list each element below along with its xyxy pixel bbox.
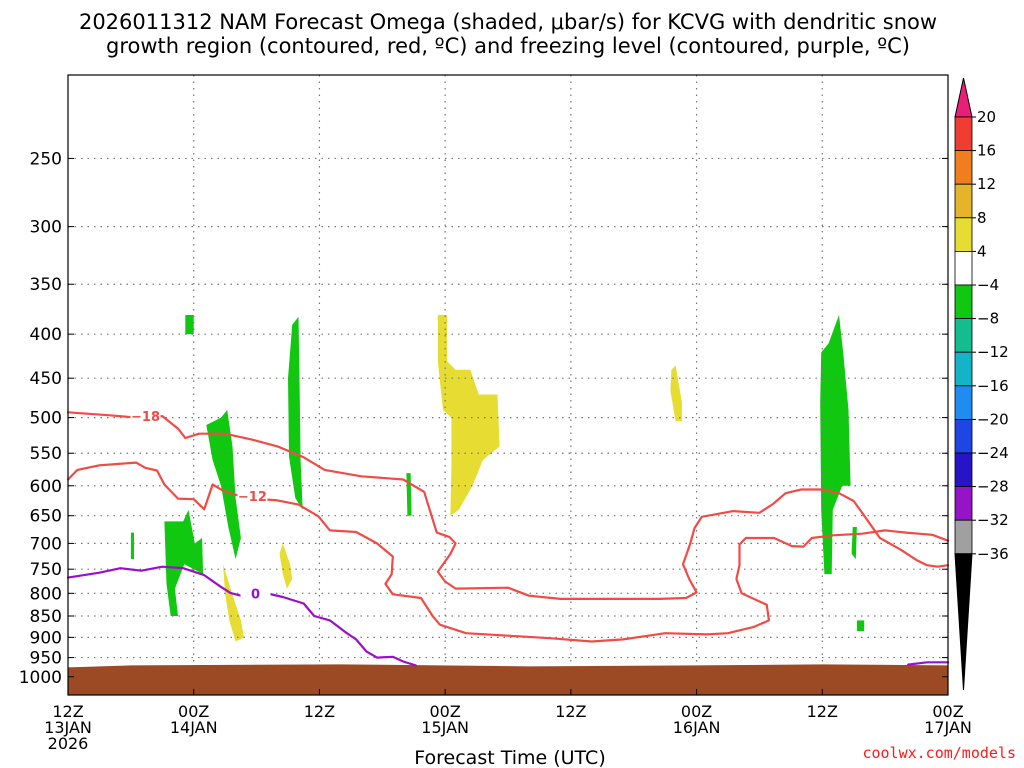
y-tick-label-850: 850 — [30, 607, 62, 627]
colorbar-legend: 20 16 12 8 4 −4 −8 −12 −16 −20 −24 −28 −32 −36 — [954, 77, 1009, 691]
contour-label-dgz_upper_-18: −18 — [131, 410, 160, 425]
ground-terrain — [68, 664, 948, 695]
colorbar-label-3: 8 — [977, 209, 987, 227]
colorbar-swatch-7 — [954, 318, 973, 353]
colorbar-label-5: −4 — [977, 276, 999, 294]
credit-text: coolwx.com/models — [862, 744, 1016, 762]
plot-background — [68, 75, 948, 695]
plot-area: −18 −12 0 — [66, 74, 950, 696]
colorbar-label-9: −20 — [977, 410, 1009, 428]
x-tick-label-0-0: 12Z — [52, 702, 83, 721]
y-tick-label-350: 350 — [30, 275, 62, 295]
colorbar-swatch-8 — [954, 351, 973, 387]
y-tick-label-700: 700 — [30, 534, 62, 554]
x-tick-label-60-0: 00Z — [681, 702, 712, 721]
colorbar-swatch-4 — [954, 217, 973, 252]
colorbar-label-11: −28 — [977, 478, 1009, 496]
colorbar-swatch-6 — [954, 284, 973, 319]
omega-shade-2 — [206, 410, 241, 560]
omega-shade-8 — [856, 620, 865, 632]
y-tick-label-300: 300 — [30, 218, 62, 238]
colorbar-swatch-13 — [954, 519, 973, 555]
y-tick-label-650: 650 — [30, 507, 62, 527]
colorbar-label-7: −12 — [977, 343, 1009, 361]
colorbar-swatch-5 — [954, 250, 973, 286]
contour-label-bg-dgz_upper_-18 — [130, 408, 161, 425]
x-tick-label-72-0: 12Z — [807, 702, 838, 721]
y-tick-label-600: 600 — [30, 477, 62, 497]
plot-frame — [67, 74, 949, 696]
y-tick-label-900: 900 — [30, 628, 62, 648]
contour-label-freezing_0: 0 — [251, 587, 260, 602]
contour-label-bg-freezing_0 — [240, 585, 271, 602]
x-tick-label-24-0: 12Z — [304, 702, 335, 721]
colorbar-swatch-2 — [954, 150, 973, 185]
y-tick-label-750: 750 — [30, 560, 62, 580]
x-tick-label-12-1: 14JAN — [170, 718, 218, 737]
colorbar-swatch-3 — [954, 183, 973, 219]
colorbar-swatch-9 — [954, 385, 973, 420]
omega-shade-4 — [130, 532, 134, 560]
colorbar-top-arrow — [954, 77, 973, 118]
colorbar-label-8: −16 — [977, 377, 1009, 395]
colorbar-label-1: 16 — [977, 142, 996, 160]
omega-shade-6 — [820, 315, 851, 575]
colorbar-label-13: −36 — [977, 545, 1009, 563]
contour-dgz_lower_-12 — [66, 461, 950, 643]
omega-shade-3 — [164, 509, 204, 616]
y-tick-label-1000: 1000 — [19, 668, 62, 688]
colorbar-bottom-arrow — [954, 553, 973, 691]
x-tick-label-84-0: 00Z — [932, 702, 963, 721]
omega-shade-12 — [223, 564, 244, 642]
contour-label-bg-dgz_lower_-12 — [237, 488, 268, 505]
x-tick-label-12-0: 00Z — [178, 702, 209, 721]
chart-title: 2026011312 NAM Forecast Omega (shaded, μ… — [79, 10, 937, 58]
x-tick-label-84-1: 17JAN — [924, 718, 972, 737]
x-tick-label-36-1: 15JAN — [421, 718, 469, 737]
title-line-2: growth region (contoured, red, ºC) and f… — [106, 34, 910, 58]
colorbar-label-4: 4 — [977, 242, 987, 260]
y-tick-label-550: 550 — [30, 444, 62, 464]
omega-shade-0 — [185, 315, 194, 335]
colorbar-swatch-1 — [954, 116, 973, 151]
y-axis: 2503003504004505005506006507007508008509… — [19, 149, 948, 688]
colorbar-label-12: −32 — [977, 511, 1009, 529]
omega-shade-10 — [670, 365, 682, 422]
contour-dgz_upper_-18 — [66, 411, 950, 601]
colorbar-swatch-10 — [954, 418, 973, 454]
x-tick-label-36-0: 00Z — [429, 702, 460, 721]
x-tick-label-0-1: 13JAN — [44, 718, 92, 737]
x-tick-label-0-2: 2026 — [48, 734, 89, 753]
contour-freezing_right — [907, 661, 950, 666]
y-tick-label-450: 450 — [30, 369, 62, 389]
omega-shade-1 — [288, 316, 303, 510]
contour-label-dgz_lower_-12: −12 — [238, 490, 267, 505]
colorbar-label-10: −24 — [977, 444, 1009, 462]
colorbar-swatch-12 — [954, 486, 973, 521]
x-tick-label-48-0: 12Z — [555, 702, 586, 721]
colorbar-swatch-11 — [954, 452, 973, 487]
omega-shade-11 — [279, 543, 293, 589]
y-tick-label-400: 400 — [30, 325, 62, 345]
x-axis-label: Forecast Time (UTC) — [414, 747, 605, 768]
colorbar-label-0: 20 — [977, 108, 996, 126]
colorbar-label-6: −8 — [977, 310, 999, 328]
colorbar-label-2: 12 — [977, 175, 996, 193]
x-tick-label-60-1: 16JAN — [673, 718, 721, 737]
omega-shade-9 — [437, 315, 500, 516]
y-tick-label-250: 250 — [30, 149, 62, 169]
y-tick-label-500: 500 — [30, 409, 62, 429]
y-tick-label-800: 800 — [30, 584, 62, 604]
title-line-1: 2026011312 NAM Forecast Omega (shaded, μ… — [79, 10, 937, 34]
y-tick-label-950: 950 — [30, 649, 62, 669]
